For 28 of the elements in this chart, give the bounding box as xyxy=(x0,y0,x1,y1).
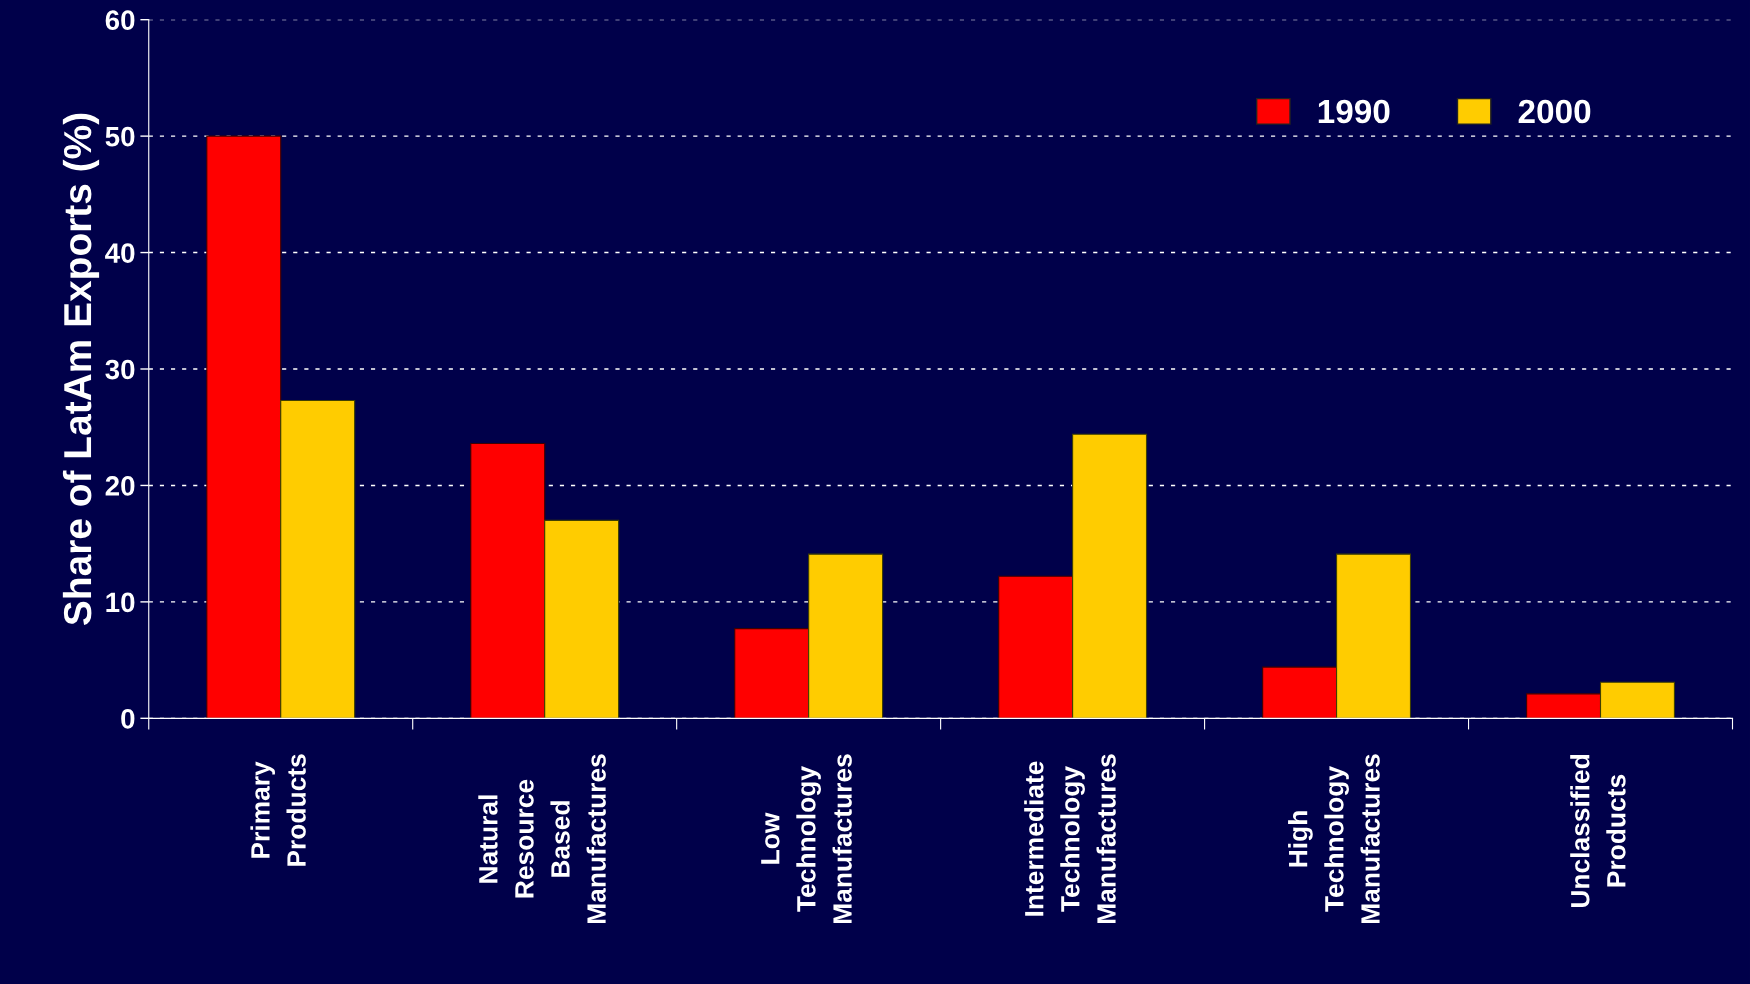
bar xyxy=(998,575,1074,719)
y-tick-label: 40 xyxy=(105,243,135,263)
y-tick-label: 20 xyxy=(105,476,135,496)
y-tick-label: 10 xyxy=(106,592,135,613)
x-tick-label: Unclassified Products xyxy=(1570,754,1626,908)
legend-label: 2000 xyxy=(1518,99,1591,124)
bar xyxy=(206,135,282,719)
x-tick-label: High Technology Manufactures xyxy=(1288,754,1380,924)
bar xyxy=(734,628,810,719)
x-tick-label: Intermediate Technology Manufactures xyxy=(1024,754,1116,924)
legend-label: 1990 xyxy=(1318,99,1390,124)
bar xyxy=(544,519,620,719)
y-tick-label: 0 xyxy=(121,708,135,729)
y-axis-title: Share of LatAm Exports (%) xyxy=(62,113,100,626)
bar xyxy=(1262,666,1338,719)
y-tick-label: 30 xyxy=(105,359,135,380)
bar xyxy=(1336,553,1412,719)
y-tick-label: 50 xyxy=(105,126,135,147)
x-tick-label: Low Technology Manufactures xyxy=(761,754,852,924)
y-tick-label: 60 xyxy=(105,10,135,31)
bar xyxy=(808,553,884,719)
bar xyxy=(1599,681,1675,719)
bar xyxy=(280,399,356,719)
x-tick-label: Natural Resource Based Manufactures xyxy=(478,754,606,924)
bar xyxy=(470,442,546,719)
x-tick-label: Primary Products xyxy=(250,754,306,866)
bar xyxy=(1526,693,1602,719)
bar xyxy=(1072,433,1148,719)
